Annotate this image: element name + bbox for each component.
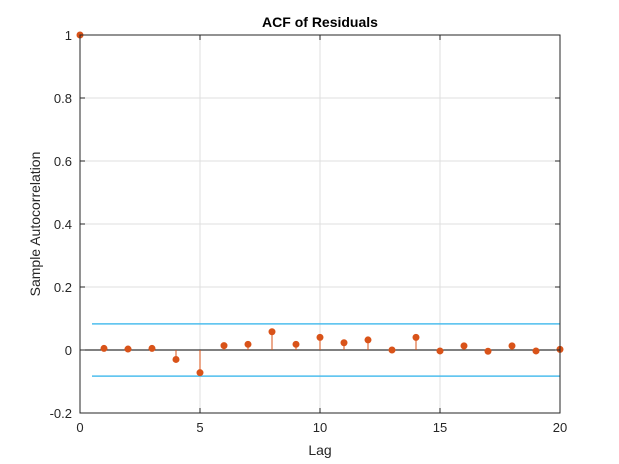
- y-axis-label: Sample Autocorrelation: [27, 152, 43, 297]
- stem-marker: [388, 346, 396, 354]
- x-axis-label: Lag: [308, 442, 331, 458]
- y-tick-label: 1: [65, 28, 72, 43]
- stem-marker: [196, 369, 204, 377]
- stem-marker: [436, 347, 444, 355]
- x-tick-label: 15: [433, 420, 447, 435]
- stem-marker: [124, 345, 132, 353]
- stem-marker: [268, 328, 276, 336]
- y-tick-label: 0.4: [54, 217, 72, 232]
- y-axis: -0.2 0 0.2 0.4 0.6 0.8 1: [50, 28, 560, 421]
- x-tick-label: 10: [313, 420, 327, 435]
- y-tick-label: 0.8: [54, 91, 72, 106]
- y-tick-label: -0.2: [50, 406, 72, 421]
- y-tick-label: 0.6: [54, 154, 72, 169]
- stem-marker: [244, 340, 252, 348]
- stem-marker: [508, 342, 516, 350]
- stem-marker: [412, 333, 420, 341]
- stem-marker: [316, 333, 324, 341]
- x-tick-label: 0: [76, 420, 83, 435]
- stem-marker: [220, 342, 228, 350]
- y-tick-label: 0.2: [54, 280, 72, 295]
- stem-marker: [460, 342, 468, 350]
- stem-marker: [484, 347, 492, 355]
- confidence-bounds: [92, 323, 560, 377]
- x-tick-label: 20: [553, 420, 567, 435]
- stem-marker: [532, 347, 540, 355]
- x-tick-label: 5: [196, 420, 203, 435]
- stem-marker: [364, 336, 372, 344]
- x-axis: 0 5 10 15 20: [76, 35, 567, 435]
- stem-marker: [292, 340, 300, 348]
- stem-marker: [340, 339, 348, 347]
- stem-marker: [100, 344, 108, 352]
- chart-title: ACF of Residuals: [262, 14, 378, 30]
- stem-marker: [148, 344, 156, 352]
- stem-marker: [172, 355, 180, 363]
- y-tick-label: 0: [65, 343, 72, 358]
